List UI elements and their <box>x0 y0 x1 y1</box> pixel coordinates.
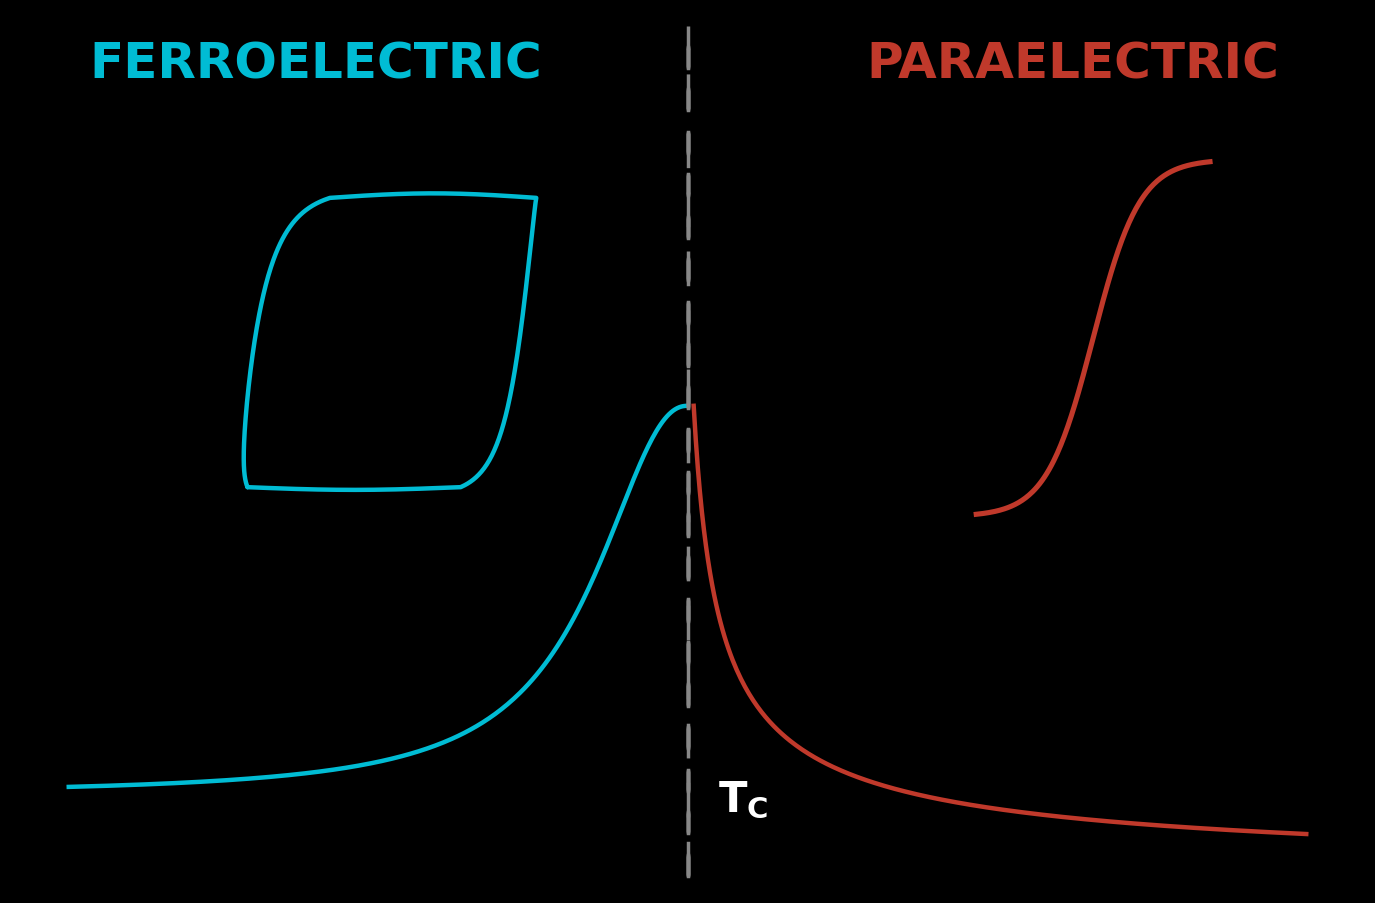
Text: $\mathbf{T_C}$: $\mathbf{T_C}$ <box>718 778 769 820</box>
Text: FERROELECTRIC: FERROELECTRIC <box>89 41 543 88</box>
Text: PARAELECTRIC: PARAELECTRIC <box>866 41 1279 88</box>
